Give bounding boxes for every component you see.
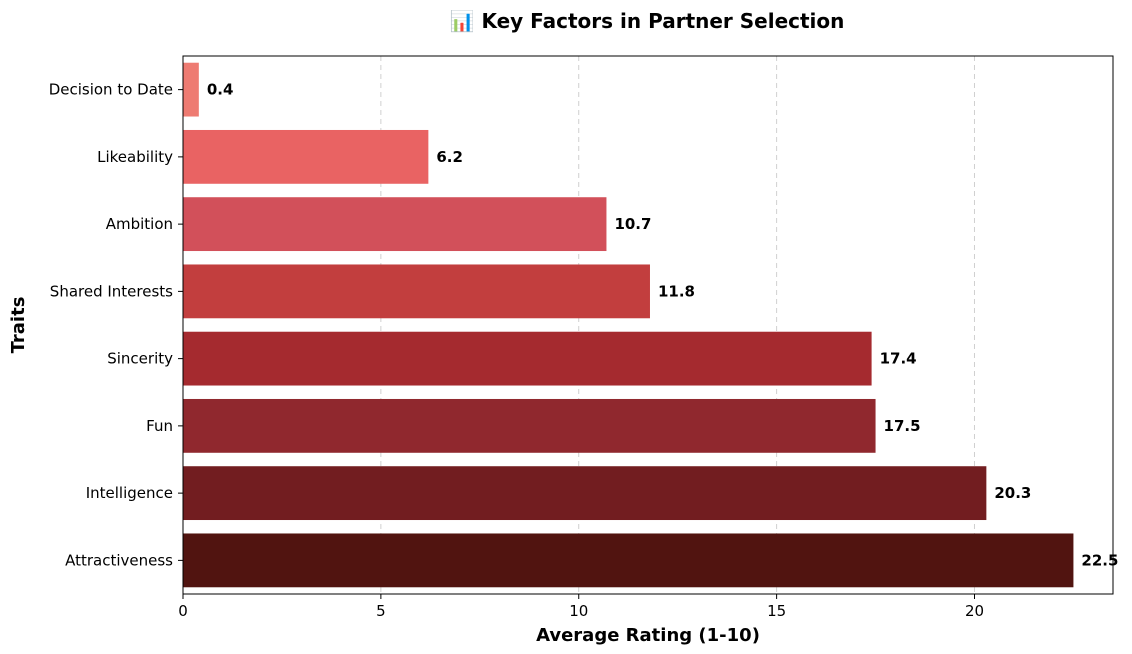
y-tick-label: Shared Interests <box>50 282 173 300</box>
plot-frame <box>182 55 1114 595</box>
data-label: 6.2 <box>436 148 463 166</box>
x-tick-label: 20 <box>965 602 984 620</box>
bar <box>183 398 876 453</box>
y-tick-label: Ambition <box>106 215 173 233</box>
x-tick-label: 10 <box>569 602 588 620</box>
bar <box>183 62 199 117</box>
x-axis-title: Average Rating (1-10) <box>536 625 760 646</box>
bar <box>183 264 650 319</box>
data-label: 17.4 <box>880 350 917 368</box>
bar <box>183 129 429 184</box>
data-label: 22.5 <box>1081 551 1118 569</box>
chart-title: 📊 Key Factors in Partner Selection <box>450 9 845 33</box>
y-tick-label: Likeability <box>97 148 173 166</box>
data-label: 0.4 <box>207 81 234 99</box>
y-tick-label: Intelligence <box>86 484 173 502</box>
y-tick-label: Sincerity <box>107 350 173 368</box>
data-label: 11.8 <box>658 282 695 300</box>
y-tick-label: Decision to Date <box>49 81 173 99</box>
y-tick-label: Attractiveness <box>65 551 173 569</box>
bars <box>183 62 1074 588</box>
bar <box>183 466 987 521</box>
y-axis-title: Traits <box>8 297 29 354</box>
x-tick-label: 0 <box>178 602 188 620</box>
bar <box>183 533 1074 588</box>
data-label: 10.7 <box>614 215 651 233</box>
x-tick-label: 5 <box>376 602 386 620</box>
bar <box>183 197 607 252</box>
y-tick-label: Fun <box>146 417 173 435</box>
data-label: 20.3 <box>994 484 1031 502</box>
y-axis: Decision to Date Likeability Ambition Share… <box>49 81 183 569</box>
x-axis: 0 5 10 15 20 <box>178 594 984 620</box>
bar <box>183 331 872 386</box>
x-tick-label: 15 <box>767 602 786 620</box>
data-label: 17.5 <box>884 417 921 435</box>
data-labels: 0.4 6.2 10.7 11.8 17.4 17.5 20.3 22.5 <box>207 81 1119 570</box>
